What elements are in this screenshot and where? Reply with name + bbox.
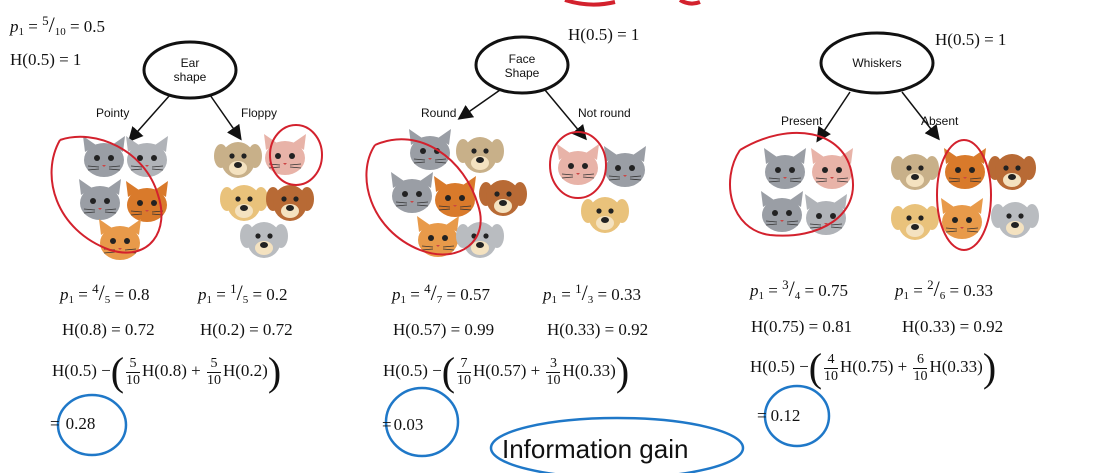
dog-icon (240, 222, 288, 258)
ig-formula-face: H(0.5) −(7 10 H(0.57) + 3 10 H(0.33)) (383, 349, 630, 394)
whiskers-node: Whiskers (852, 56, 902, 70)
whiskers-root-entropy: H(0.5) = 1 (935, 30, 1007, 49)
ear-shape-node: Ear shape (173, 56, 207, 84)
cat-icon (943, 147, 987, 190)
dog-icon (891, 204, 939, 240)
dog-icon (479, 180, 527, 216)
ig-formula-ear: H(0.5) −(5 10 H(0.8) + 5 10 H(0.2)) (52, 349, 282, 394)
p1-left-face: p1 = 4/7 = 0.57 (392, 280, 491, 306)
branch-label-round: Round (421, 106, 457, 120)
dog-icon (988, 154, 1036, 190)
cat-icon (82, 135, 126, 178)
p1-right-ear: p1 = 1/5 = 0.2 (198, 280, 288, 306)
dog-icon (891, 154, 939, 190)
cat-icon (98, 218, 142, 261)
dog-icon (266, 185, 314, 221)
cat-icon (940, 197, 984, 240)
branch-label-pointy: Pointy (96, 106, 130, 120)
cat-icon (763, 147, 807, 190)
cat-icon (390, 171, 434, 214)
h-right-face: H(0.33) = 0.92 (547, 320, 649, 339)
h-left-whiskers: H(0.75) = 0.81 (751, 317, 853, 336)
ig-result-whiskers: = 0.12 (757, 406, 801, 425)
red-ink-mark (564, 0, 701, 7)
branch-label-absent: Absent (921, 114, 959, 128)
h-right-ear: H(0.2) = 0.72 (200, 320, 293, 339)
root-entropy: H(0.5) = 1 (10, 50, 82, 69)
branch-label-present: Present (781, 114, 823, 128)
face-root-entropy: H(0.5) = 1 (568, 25, 640, 44)
cat-icon (556, 143, 600, 186)
dog-icon (581, 197, 629, 233)
h-left-face: H(0.57) = 0.99 (393, 320, 495, 339)
p1-right-whiskers: p1 = 2/6 = 0.33 (895, 276, 994, 302)
ig-result-face: = 0.03 (382, 415, 424, 434)
dog-icon (456, 137, 504, 173)
p1-left-whiskers: p1 = 3/4 = 0.75 (750, 276, 849, 302)
ig-formula-whiskers: H(0.5) −(4 10 H(0.75) + 6 10 H(0.33)) (750, 345, 997, 390)
p1-left-ear: p1 = 4/5 = 0.8 (60, 280, 150, 306)
ig-result-ear: = 0.28 (50, 414, 96, 433)
branch-label-not-round: Not round (578, 106, 631, 120)
dog-icon (991, 202, 1039, 238)
root-p1-formula: p1 = 5/10 = 0.5 (10, 12, 106, 38)
face-shape-node: Face Shape (504, 52, 540, 80)
dog-icon (220, 185, 268, 221)
branch-label-floppy: Floppy (241, 106, 278, 120)
h-right-whiskers: H(0.33) = 0.92 (902, 317, 1004, 336)
h-left-ear: H(0.8) = 0.72 (62, 320, 155, 339)
cat-icon (810, 147, 854, 190)
cat-icon (433, 175, 477, 218)
information-gain-label: Information gain (502, 434, 689, 464)
p1-right-face: p1 = 1/3 = 0.33 (543, 280, 642, 306)
cat-icon (78, 178, 122, 221)
cat-icon (760, 190, 804, 233)
cat-icon (408, 128, 452, 171)
dog-icon (214, 142, 262, 178)
cat-icon (603, 145, 647, 188)
